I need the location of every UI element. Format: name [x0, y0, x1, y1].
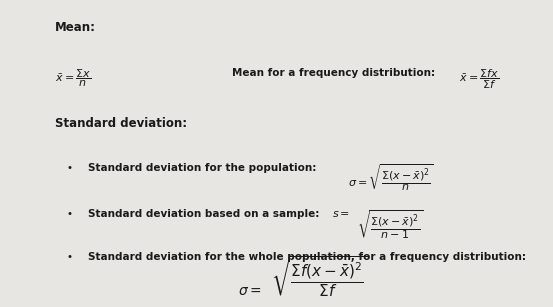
Text: $\bar{x} = \dfrac{\Sigma fx}{\Sigma f}$: $\bar{x} = \dfrac{\Sigma fx}{\Sigma f}$ [459, 68, 499, 91]
Text: •: • [66, 163, 72, 173]
Text: Standard deviation for the population:: Standard deviation for the population: [88, 163, 317, 173]
Text: $\sigma = \sqrt{\dfrac{\Sigma(x-\bar{x})^2}{n}}$: $\sigma = \sqrt{\dfrac{\Sigma(x-\bar{x})… [348, 163, 434, 194]
Text: $\sqrt{\dfrac{\Sigma f(x-\bar{x})^2}{\Sigma f}}$: $\sqrt{\dfrac{\Sigma f(x-\bar{x})^2}{\Si… [271, 254, 368, 298]
Text: $\sqrt{\dfrac{\Sigma(x-\bar{x})^2}{n-1}}$: $\sqrt{\dfrac{\Sigma(x-\bar{x})^2}{n-1}}… [357, 209, 422, 242]
Text: $s = $: $s = $ [332, 209, 350, 219]
Text: $\sigma = $: $\sigma = $ [238, 284, 262, 298]
Text: Mean:: Mean: [55, 21, 96, 34]
Text: $\bar{x} = \dfrac{\Sigma x}{n}$: $\bar{x} = \dfrac{\Sigma x}{n}$ [55, 68, 92, 89]
Text: •: • [66, 252, 72, 262]
Text: Standard deviation:: Standard deviation: [55, 117, 187, 130]
Text: Standard deviation for the whole population, for a frequency distribution:: Standard deviation for the whole populat… [88, 252, 526, 262]
Text: Standard deviation based on a sample:: Standard deviation based on a sample: [88, 209, 320, 219]
Text: •: • [66, 209, 72, 219]
Text: Mean for a frequency distribution:: Mean for a frequency distribution: [232, 68, 435, 78]
